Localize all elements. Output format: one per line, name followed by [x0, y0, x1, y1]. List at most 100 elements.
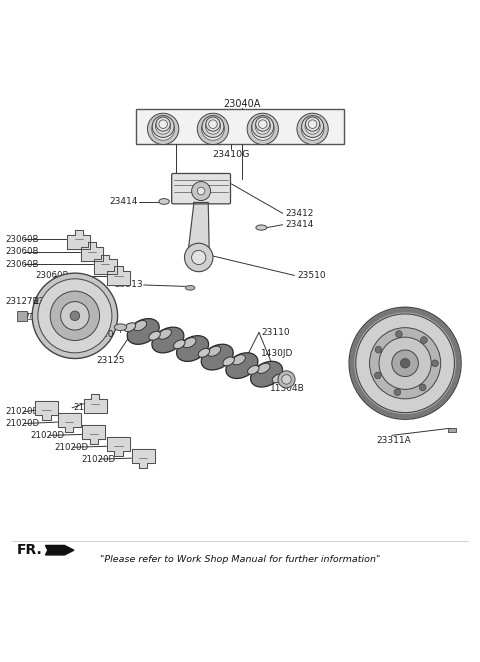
- Polygon shape: [46, 545, 74, 555]
- Ellipse shape: [256, 225, 267, 230]
- Circle shape: [202, 117, 224, 140]
- Text: 23311A: 23311A: [377, 436, 411, 445]
- Text: 23060B: 23060B: [5, 260, 39, 269]
- Ellipse shape: [177, 336, 208, 361]
- Circle shape: [156, 117, 170, 131]
- Text: 23414: 23414: [285, 220, 313, 229]
- Circle shape: [197, 113, 228, 144]
- Circle shape: [432, 360, 438, 367]
- Text: 23060B: 23060B: [5, 235, 39, 244]
- Text: 23124B: 23124B: [34, 297, 67, 306]
- Ellipse shape: [248, 365, 259, 374]
- Text: 23127B: 23127B: [5, 297, 39, 306]
- Circle shape: [206, 117, 220, 131]
- Ellipse shape: [124, 323, 136, 332]
- Circle shape: [192, 181, 211, 201]
- Circle shape: [394, 389, 401, 395]
- Circle shape: [252, 117, 274, 140]
- Text: 23510: 23510: [297, 271, 325, 280]
- Text: 23060B: 23060B: [5, 248, 39, 256]
- Polygon shape: [94, 255, 117, 273]
- Circle shape: [282, 375, 291, 384]
- Ellipse shape: [272, 374, 284, 383]
- Text: "Please refer to Work Shop Manual for further information": "Please refer to Work Shop Manual for fu…: [100, 555, 380, 564]
- Circle shape: [301, 117, 324, 140]
- Circle shape: [256, 117, 270, 131]
- Text: 23040A: 23040A: [224, 99, 261, 109]
- Text: 21030C: 21030C: [73, 403, 107, 412]
- Polygon shape: [107, 267, 130, 285]
- Polygon shape: [84, 394, 107, 413]
- Text: 21020D: 21020D: [5, 419, 39, 428]
- Circle shape: [420, 384, 426, 391]
- Circle shape: [297, 113, 328, 144]
- Circle shape: [197, 187, 205, 195]
- Circle shape: [308, 120, 317, 128]
- Ellipse shape: [207, 346, 221, 356]
- Polygon shape: [188, 203, 209, 258]
- Polygon shape: [81, 242, 103, 261]
- Text: 21020D: 21020D: [5, 407, 39, 416]
- Circle shape: [259, 120, 267, 128]
- Circle shape: [420, 337, 427, 344]
- Circle shape: [32, 273, 118, 359]
- Circle shape: [147, 113, 179, 144]
- Text: 11304B: 11304B: [270, 385, 305, 393]
- Circle shape: [159, 120, 168, 128]
- Polygon shape: [35, 401, 58, 420]
- Text: 21020D: 21020D: [54, 443, 88, 451]
- Text: 21020D: 21020D: [81, 455, 115, 463]
- Circle shape: [379, 337, 431, 389]
- Circle shape: [184, 243, 213, 271]
- Bar: [448, 428, 456, 432]
- Text: 23060B: 23060B: [35, 271, 69, 281]
- Text: 23410G: 23410G: [212, 150, 249, 158]
- Text: 23260: 23260: [399, 355, 427, 364]
- Ellipse shape: [174, 340, 185, 349]
- Ellipse shape: [198, 348, 210, 357]
- Circle shape: [252, 116, 274, 138]
- Circle shape: [374, 372, 381, 379]
- Polygon shape: [132, 449, 155, 467]
- Polygon shape: [58, 412, 81, 432]
- Text: 23110: 23110: [261, 328, 290, 337]
- Circle shape: [38, 279, 112, 353]
- Ellipse shape: [223, 357, 234, 366]
- Text: FR.: FR.: [17, 544, 43, 557]
- FancyBboxPatch shape: [172, 173, 230, 204]
- Text: 23412: 23412: [285, 209, 313, 218]
- Ellipse shape: [152, 327, 184, 353]
- Circle shape: [305, 119, 320, 134]
- Circle shape: [156, 119, 171, 134]
- Circle shape: [278, 371, 295, 388]
- Circle shape: [70, 311, 80, 320]
- Text: 23120: 23120: [86, 330, 114, 339]
- Circle shape: [255, 119, 270, 134]
- Text: 23414: 23414: [109, 197, 138, 207]
- Ellipse shape: [114, 324, 127, 330]
- Circle shape: [152, 116, 174, 138]
- Circle shape: [209, 120, 217, 128]
- Bar: [136, 109, 344, 144]
- Circle shape: [370, 328, 441, 399]
- Text: 23513: 23513: [114, 281, 143, 289]
- Ellipse shape: [185, 285, 195, 290]
- Circle shape: [205, 119, 220, 134]
- Circle shape: [356, 314, 455, 412]
- Ellipse shape: [149, 331, 160, 340]
- Ellipse shape: [183, 338, 196, 348]
- Polygon shape: [83, 425, 105, 444]
- Text: 21020D: 21020D: [30, 431, 64, 440]
- Circle shape: [400, 359, 410, 368]
- Bar: [17, 311, 27, 320]
- Circle shape: [349, 307, 461, 419]
- Ellipse shape: [159, 199, 169, 205]
- Ellipse shape: [226, 353, 258, 379]
- Ellipse shape: [133, 320, 147, 330]
- Circle shape: [192, 250, 206, 265]
- Ellipse shape: [251, 361, 283, 387]
- Circle shape: [392, 350, 419, 377]
- Circle shape: [152, 117, 175, 140]
- Circle shape: [301, 116, 324, 138]
- Ellipse shape: [201, 344, 233, 370]
